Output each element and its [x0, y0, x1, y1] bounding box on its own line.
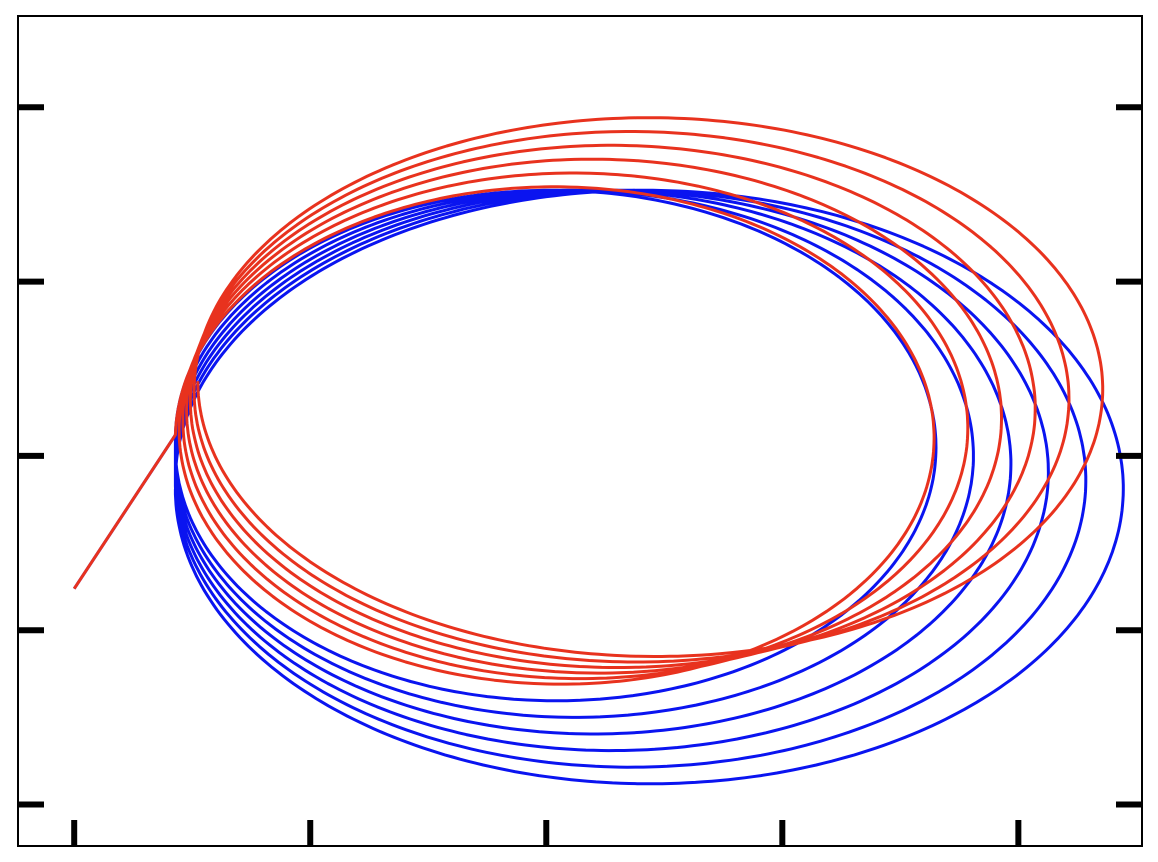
series-layer [72, 116, 1125, 786]
series-line-1 [72, 188, 1125, 786]
series-line-2 [72, 116, 1105, 686]
tick-layer [18, 104, 1142, 846]
plot-frame [17, 15, 1143, 847]
